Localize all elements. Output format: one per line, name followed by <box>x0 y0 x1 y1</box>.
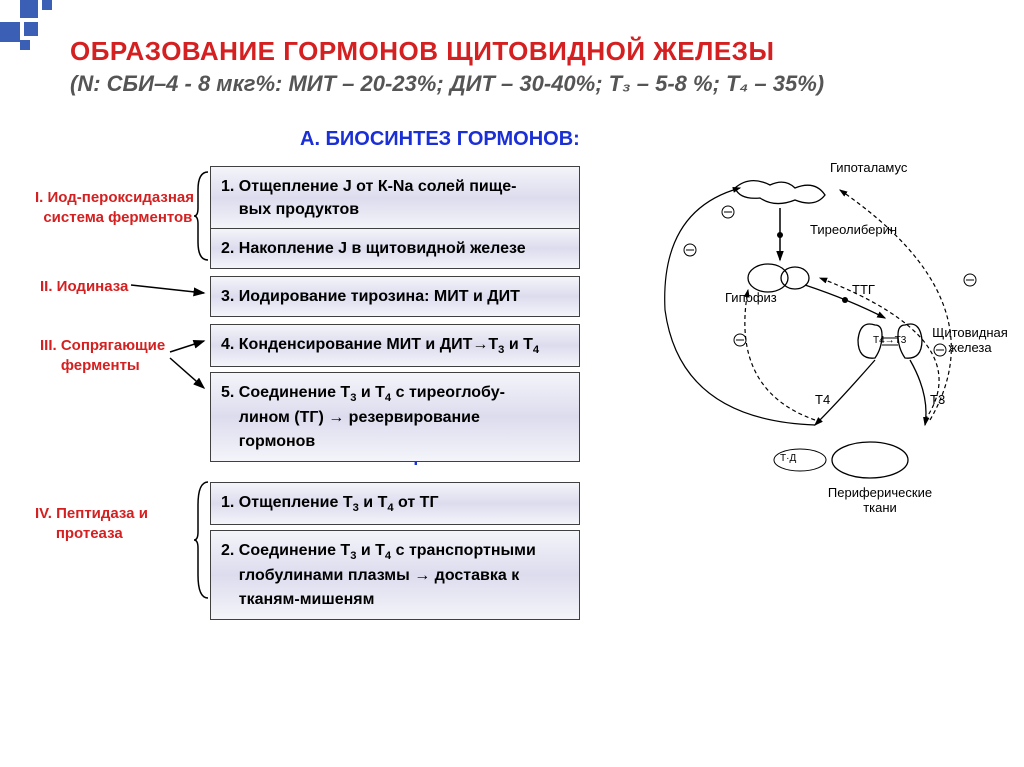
hpa-diagram: Гипоталамус Тиреолиберин Гипофиз ТТГ Щит… <box>620 160 1000 560</box>
brace-2 <box>192 480 210 600</box>
title-sub: (N: СБИ–4 - 8 мкг%: МИТ – 20-23%; ДИТ – … <box>70 71 990 97</box>
label-pituitary: Гипофиз <box>725 290 777 305</box>
enzyme-label-4: IV. Пептидаза и протеаза <box>35 504 148 543</box>
label-t3: Т3 <box>930 392 945 407</box>
label-peripheral: Периферическиеткани <box>820 485 940 515</box>
label-t4t3-gland: Т4→Т3 <box>873 335 906 346</box>
label-t4: Т4 <box>815 392 830 407</box>
step-box-3: 3. Иодирование тирозина: МИТ и ДИТ <box>210 276 580 317</box>
section-a-header: А. БИОСИНТЕЗ ГОРМОНОВ: <box>300 128 580 151</box>
enzyme-label-2: II. Иодиназа <box>40 277 128 297</box>
label-thyroliberin: Тиреолиберин <box>810 222 897 237</box>
brace-1 <box>192 170 210 262</box>
step-box-2: 2. Накопление J в щитовидной железе <box>210 228 580 269</box>
step-box-1: 1. Отщепление J от К-Na солей пище- вых … <box>210 166 580 230</box>
step-box-4: 4. Конденсирование МИТ и ДИТ→Т3 и Т4 <box>210 324 580 367</box>
enzyme-label-3: III. Сопрягающие ферменты <box>40 336 165 375</box>
corner-decoration <box>0 0 60 60</box>
step-box-7: 2. Соединение Т3 и Т4 с транспортными гл… <box>210 530 580 620</box>
title-block: ОБРАЗОВАНИЕ ГОРМОНОВ ЩИТОВИДНОЙ ЖЕЛЕЗЫ (… <box>70 36 990 97</box>
step-box-5: 5. Соединение Т3 и Т4 с тиреоглобу- лино… <box>210 372 580 462</box>
label-thyroid: Щитовиднаяжелеза <box>930 325 1010 355</box>
label-ttg: ТТГ <box>852 282 875 297</box>
enzyme-label-1: I. Иод-пероксидазная система ферментов <box>35 188 194 227</box>
label-td: Т·Д <box>780 453 796 464</box>
label-hypothalamus: Гипоталамус <box>830 160 907 175</box>
title-main: ОБРАЗОВАНИЕ ГОРМОНОВ ЩИТОВИДНОЙ ЖЕЛЕЗЫ <box>70 36 990 67</box>
step-box-6: 1. Отщепление Т3 и Т4 от ТГ <box>210 482 580 525</box>
